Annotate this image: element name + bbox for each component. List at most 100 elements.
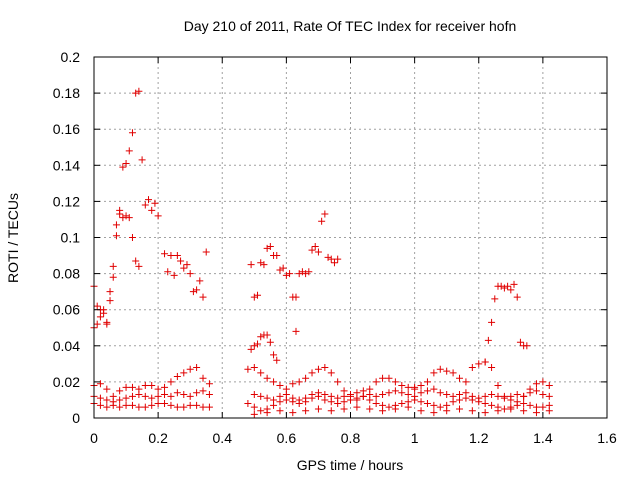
data-point [205, 380, 213, 388]
data-point [398, 382, 406, 390]
y-axis-label: ROTI / TECUs [5, 193, 21, 283]
grid-lines [94, 57, 607, 418]
data-point [247, 261, 255, 269]
data-points [90, 87, 553, 418]
data-point [385, 389, 393, 397]
series-satellite-high-1 [90, 87, 162, 328]
data-point [500, 405, 508, 413]
data-point [398, 389, 406, 397]
data-point [436, 403, 444, 411]
data-point [321, 363, 329, 371]
data-point [539, 378, 547, 386]
data-point [112, 221, 120, 229]
data-point [141, 403, 149, 411]
data-point [417, 382, 425, 390]
data-point [526, 401, 534, 409]
y-tick-label: 0.02 [53, 374, 80, 390]
data-point [148, 206, 156, 214]
series-satellite-low-7 [411, 358, 553, 406]
data-point [449, 392, 457, 400]
data-point [128, 129, 136, 137]
data-point [295, 378, 303, 386]
data-point [125, 147, 133, 155]
data-point [327, 255, 335, 263]
data-point [128, 401, 136, 409]
data-point [199, 374, 207, 382]
data-point [103, 318, 111, 326]
data-point [257, 259, 265, 267]
data-point [507, 405, 515, 413]
data-point [488, 401, 496, 409]
data-point [292, 327, 300, 335]
data-point [430, 369, 438, 377]
data-point [404, 383, 412, 391]
data-point [491, 295, 499, 303]
y-tick-label: 0.1 [61, 230, 81, 246]
data-point [257, 407, 265, 415]
data-point [263, 394, 271, 402]
data-point [289, 380, 297, 388]
data-point [257, 392, 265, 400]
series-satellite-low-3 [90, 387, 213, 406]
data-point [263, 409, 271, 417]
series-satellite-low-8 [250, 403, 553, 418]
series-satellite-low-2 [90, 400, 213, 411]
x-tick-label: 1.2 [469, 430, 489, 446]
data-point [500, 392, 508, 400]
data-point [411, 392, 419, 400]
y-tick-label: 0.2 [61, 49, 81, 65]
data-point [404, 403, 412, 411]
data-point [122, 401, 130, 409]
data-point [391, 387, 399, 395]
data-point [353, 403, 361, 411]
data-point [443, 391, 451, 399]
data-point [154, 392, 162, 400]
data-point [109, 398, 117, 406]
data-point [302, 407, 310, 415]
data-point [532, 380, 540, 388]
data-point [276, 407, 284, 415]
data-point [526, 385, 534, 393]
data-point [141, 392, 149, 400]
data-point [504, 282, 512, 290]
data-point [330, 259, 338, 267]
data-point [305, 268, 313, 276]
data-point [430, 401, 438, 409]
data-point [494, 392, 502, 400]
data-point [128, 392, 136, 400]
y-tick-label: 0.06 [53, 302, 80, 318]
data-point [260, 261, 268, 269]
data-point [145, 196, 153, 204]
data-point [488, 318, 496, 326]
data-point [302, 270, 310, 278]
data-point [379, 374, 387, 382]
data-point [545, 382, 553, 390]
data-point [266, 243, 274, 251]
data-point [523, 342, 531, 350]
data-point [385, 374, 393, 382]
series-satellite-mid-3 [295, 210, 342, 278]
data-point [205, 391, 213, 399]
data-point [359, 387, 367, 395]
data-point [468, 363, 476, 371]
data-point [456, 391, 464, 399]
data-point [488, 363, 496, 371]
data-point [141, 382, 149, 390]
data-point [334, 255, 342, 263]
data-point [308, 391, 316, 399]
data-point [244, 400, 252, 408]
x-tick-label: 0.4 [213, 430, 233, 446]
data-point [148, 401, 156, 409]
data-point [462, 389, 470, 397]
data-point [520, 407, 528, 415]
data-point [193, 389, 201, 397]
data-point [173, 372, 181, 380]
data-point [167, 392, 175, 400]
data-point [161, 391, 169, 399]
data-point [186, 392, 194, 400]
data-point [106, 288, 114, 296]
data-point [334, 394, 342, 402]
data-point [180, 391, 188, 399]
data-point [372, 400, 380, 408]
